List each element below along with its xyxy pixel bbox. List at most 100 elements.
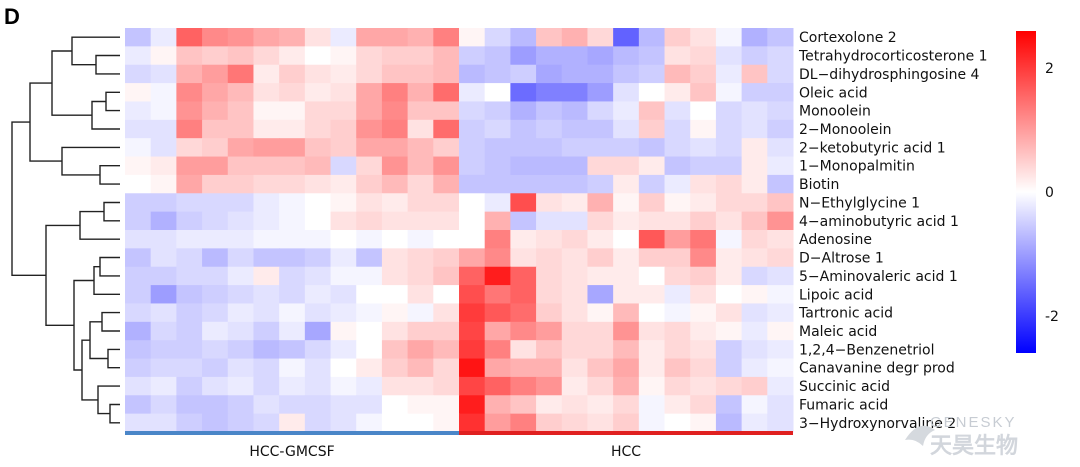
heatmap-cell: [279, 376, 306, 396]
heatmap-cell: [227, 248, 254, 268]
heatmap-cell: [279, 138, 306, 158]
heatmap-cell: [767, 138, 794, 158]
heatmap-cell: [510, 321, 537, 341]
heatmap-cell: [638, 138, 666, 158]
heatmap-cell: [356, 285, 383, 304]
heatmap-cell: [484, 83, 511, 102]
heatmap-cell: [561, 321, 588, 341]
row-label: 2−ketobutyric acid 1: [799, 140, 946, 156]
heatmap-cell: [433, 101, 460, 121]
heatmap-cell: [587, 340, 614, 360]
heatmap-cell: [638, 230, 666, 249]
heatmap-cell: [433, 413, 460, 433]
heatmap-cell: [715, 119, 743, 139]
heatmap-cell: [227, 193, 254, 213]
heatmap-cell: [279, 303, 306, 323]
heatmap-cell: [561, 138, 588, 158]
heatmap-cell: [613, 156, 640, 176]
heatmap-cell: [356, 138, 383, 158]
heatmap-cell: [715, 413, 743, 433]
heatmap-cell: [227, 156, 254, 176]
row-label: D−Altrose 1: [799, 251, 884, 267]
heatmap-cell: [304, 101, 332, 121]
heatmap-cell: [176, 285, 203, 304]
dendrogram-branch: [29, 82, 62, 162]
color-scale-legend: 2 0 -2: [1016, 31, 1059, 353]
heatmap-cell: [741, 28, 768, 47]
heatmap-cell: [715, 248, 743, 268]
heatmap-cell: [279, 193, 306, 213]
heatmap-cell: [304, 266, 332, 286]
row-label: 1−Monopalmitin: [799, 159, 915, 175]
heatmap-cell: [459, 285, 486, 304]
heatmap-cell: [690, 321, 717, 341]
heatmap-cell: [227, 28, 254, 47]
heatmap-cell: [536, 28, 563, 47]
heatmap-cell: [690, 376, 717, 396]
heatmap-cell: [150, 285, 177, 304]
heatmap-cell: [510, 64, 537, 84]
heatmap-cell: [356, 174, 383, 194]
heatmap-cell: [664, 395, 691, 415]
heatmap-cell: [664, 376, 691, 396]
heatmap-cell: [227, 138, 254, 158]
heatmap-cell: [536, 285, 563, 304]
heatmap-cell: [356, 101, 383, 121]
heatmap-cell: [125, 248, 152, 268]
heatmap-cell: [125, 64, 152, 84]
heatmap-cell: [253, 83, 280, 102]
heatmap-cell: [715, 340, 743, 360]
heatmap-cell: [613, 321, 640, 341]
heatmap-cell: [613, 193, 640, 213]
heatmap-cell: [176, 376, 203, 396]
heatmap-cell: [690, 193, 717, 213]
heatmap-cell: [381, 83, 409, 102]
heatmap-cell: [613, 211, 640, 231]
heatmap-cell: [536, 321, 563, 341]
heatmap-cell: [715, 266, 743, 286]
heatmap-cell: [587, 413, 614, 433]
heatmap-cell: [304, 211, 332, 231]
heatmap-cell: [587, 119, 614, 139]
heatmap-cell: [741, 321, 768, 341]
heatmap-cell: [484, 230, 511, 249]
heatmap-cell: [253, 138, 280, 158]
heatmap-cell: [613, 376, 640, 396]
heatmap-cell: [741, 138, 768, 158]
heatmap-cell: [407, 83, 434, 102]
heatmap-cell: [690, 358, 717, 378]
heatmap-cell: [202, 119, 229, 139]
heatmap-cell: [536, 83, 563, 102]
heatmap-cell: [561, 193, 588, 213]
heatmap-cell: [279, 46, 306, 66]
heatmap-cell: [407, 266, 434, 286]
heatmap-cell: [613, 64, 640, 84]
heatmap-cell: [484, 413, 511, 433]
heatmap-cell: [356, 321, 383, 341]
heatmap-cell: [253, 28, 280, 47]
heatmap-cell: [510, 285, 537, 304]
heatmap-cell: [459, 303, 486, 323]
heatmap-cell: [202, 376, 229, 396]
heatmap-cell: [715, 230, 743, 249]
heatmap-cell: [613, 230, 640, 249]
heatmap-cell: [433, 303, 460, 323]
heatmap-cell: [510, 230, 537, 249]
heatmap-cell: [536, 248, 563, 268]
heatmap-cell: [587, 83, 614, 102]
heatmap-cell: [381, 358, 409, 378]
heatmap-cell: [561, 156, 588, 176]
heatmap-cell: [227, 211, 254, 231]
heatmap-cell: [459, 211, 486, 231]
heatmap-cell: [330, 413, 357, 433]
heatmap-cell: [664, 28, 691, 47]
heatmap-cell: [330, 248, 357, 268]
heatmap-cell: [433, 376, 460, 396]
heatmap-cell: [356, 119, 383, 139]
heatmap-cell: [561, 46, 588, 66]
heatmap-cell: [253, 358, 280, 378]
heatmap-cell: [304, 64, 332, 84]
heatmap-cell: [227, 303, 254, 323]
heatmap-cell: [125, 340, 152, 360]
